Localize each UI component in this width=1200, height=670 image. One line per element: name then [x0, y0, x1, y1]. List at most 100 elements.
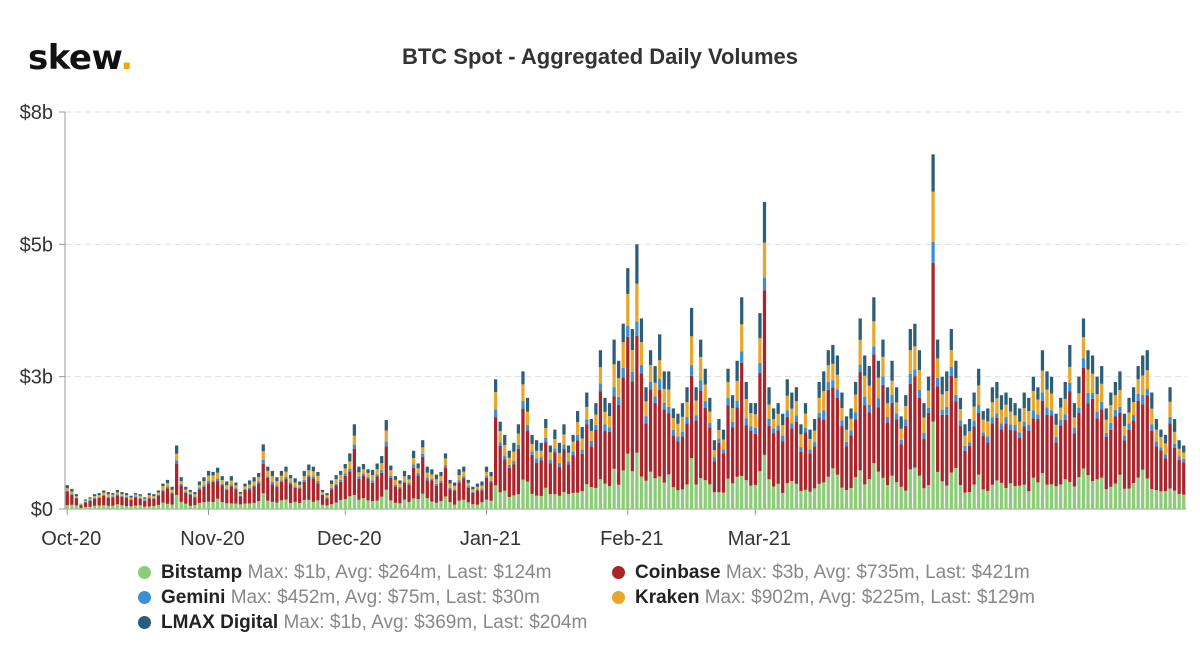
bar-segment-gemini: [65, 490, 69, 492]
bar-segment-bitstamp: [334, 502, 338, 509]
bar-segment-coinbase: [380, 472, 384, 497]
legend-item-gemini[interactable]: Gemini Max: $452m, Avg: $75m, Last: $30m: [138, 587, 540, 609]
bar-segment-kraken: [576, 422, 580, 435]
bar-segment-coinbase: [603, 430, 607, 484]
legend-item-coinbase[interactable]: Coinbase Max: $3b, Avg: $735m, Last: $42…: [612, 562, 1030, 584]
bar-segment-bitstamp: [366, 500, 370, 509]
bar-segment-lmax-digital: [981, 411, 985, 420]
bar-segment-coinbase: [1177, 459, 1181, 494]
bar-segment-kraken: [261, 451, 265, 461]
bar-segment-gemini: [475, 489, 480, 491]
bar-segment-kraken: [206, 475, 211, 482]
bar-segment-lmax-digital: [899, 416, 903, 429]
bar-segment-gemini: [662, 402, 666, 410]
bar-segment-kraken: [243, 486, 247, 489]
bar-segment-gemini: [963, 445, 967, 451]
bar-segment-gemini: [1063, 414, 1067, 420]
bar-segment-lmax-digital: [361, 464, 366, 470]
bar-segment-lmax-digital: [516, 424, 521, 434]
y-tick-label: $3b: [20, 367, 53, 389]
bar-segment-gemini: [881, 376, 885, 386]
bar-segment-kraken: [352, 435, 356, 445]
bar-segment-lmax-digital: [1027, 397, 1031, 412]
bar-segment-lmax-digital: [74, 494, 79, 497]
bar-segment-gemini: [913, 369, 917, 377]
bar-segment-bitstamp: [325, 505, 329, 509]
bar-segment-bitstamp: [986, 490, 990, 509]
bar-segment-gemini: [243, 488, 247, 491]
legend-dot-bitstamp: [138, 566, 151, 579]
bar-segment-bitstamp: [999, 482, 1004, 509]
bar-segment-gemini: [1150, 424, 1154, 431]
bar-segment-bitstamp: [680, 489, 685, 509]
bar-segment-coinbase: [266, 477, 270, 501]
bar-segment-lmax-digital: [863, 355, 867, 376]
bar-segment-kraken: [863, 375, 867, 397]
bar-segment-coinbase: [899, 444, 903, 487]
bar-segment-gemini: [211, 480, 215, 482]
bar-segment-kraken: [1018, 421, 1022, 433]
bar-segment-bitstamp: [594, 487, 598, 509]
bar-segment-gemini: [885, 417, 890, 423]
bar-segment-kraken: [949, 350, 953, 367]
bar-segment-gemini: [229, 484, 233, 487]
bar-segment-kraken: [945, 391, 949, 407]
bar-segment-gemini: [730, 421, 735, 428]
bar-segment-gemini: [954, 394, 958, 402]
legend-item-bitstamp[interactable]: Bitstamp Max: $1b, Avg: $264m, Last: $12…: [138, 562, 551, 584]
bar-segment-lmax-digital: [949, 329, 953, 351]
bar-segment-lmax-digital: [817, 381, 821, 398]
bar-segment-kraken: [430, 474, 434, 479]
bar-segment-lmax-digital: [972, 392, 976, 407]
bar-segment-bitstamp: [1004, 487, 1008, 509]
bar-segment-bitstamp: [134, 505, 138, 509]
bar-segment-gemini: [667, 406, 671, 414]
bar-segment-gemini: [1109, 422, 1113, 430]
bar-segment-lmax-digital: [1113, 381, 1117, 396]
bar-segment-kraken: [220, 480, 224, 484]
bar-segment-coinbase: [1131, 420, 1136, 484]
legend-item-kraken[interactable]: Kraken Max: $902m, Avg: $225m, Last: $12…: [612, 587, 1035, 609]
bar-segment-kraken: [644, 401, 648, 417]
bar-segment-lmax-digital: [498, 421, 502, 432]
bar-segment-coinbase: [270, 484, 274, 502]
bar-segment-kraken: [211, 475, 215, 481]
bar-segment-lmax-digital: [334, 475, 338, 480]
legend-dot-coinbase: [612, 566, 625, 579]
bar-segment-lmax-digital: [462, 466, 466, 472]
bar-segment-coinbase: [234, 489, 238, 504]
bar-segment-gemini: [831, 380, 835, 388]
bar-segment-kraken: [329, 484, 334, 488]
bar-segment-gemini: [261, 460, 265, 464]
bar-segment-coinbase: [316, 483, 320, 501]
bar-segment-bitstamp: [676, 490, 680, 509]
bar-segment-kraken: [626, 293, 630, 326]
bar-segment-kraken: [88, 498, 92, 501]
bar-segment-gemini: [949, 366, 953, 376]
bar-segment-kraken: [521, 384, 525, 401]
bar-segment-gemini: [375, 474, 379, 477]
bar-segment-lmax-digital: [621, 323, 625, 343]
bar-segment-kraken: [225, 485, 229, 489]
bar-segment-gemini: [712, 457, 716, 462]
bar-segment-gemini: [421, 453, 425, 458]
legend-item-lmax-digital[interactable]: LMAX Digital Max: $1b, Avg: $369m, Last:…: [138, 612, 587, 634]
bar-segment-coinbase: [1031, 418, 1035, 478]
bar-segment-kraken: [926, 390, 931, 408]
bar-segment-lmax-digital: [1172, 419, 1177, 432]
bar-segment-lmax-digital: [106, 492, 110, 495]
bar-segment-bitstamp: [243, 503, 247, 509]
bar-segment-gemini: [689, 365, 694, 376]
bar-segment-lmax-digital: [402, 470, 407, 477]
bar-segment-coinbase: [83, 502, 88, 507]
bar-segment-bitstamp: [106, 505, 110, 509]
bar-segment-coinbase: [999, 429, 1004, 483]
bar-segment-lmax-digital: [635, 244, 639, 284]
bar-segment-kraken: [685, 402, 689, 418]
bar-segment-coinbase: [607, 431, 612, 487]
bar-segment-lmax-digital: [653, 366, 657, 383]
bar-segment-kraken: [954, 378, 958, 395]
bar-segment-kraken: [917, 370, 922, 390]
bar-segment-lmax-digital: [366, 469, 370, 473]
bar-segment-bitstamp: [630, 471, 634, 509]
